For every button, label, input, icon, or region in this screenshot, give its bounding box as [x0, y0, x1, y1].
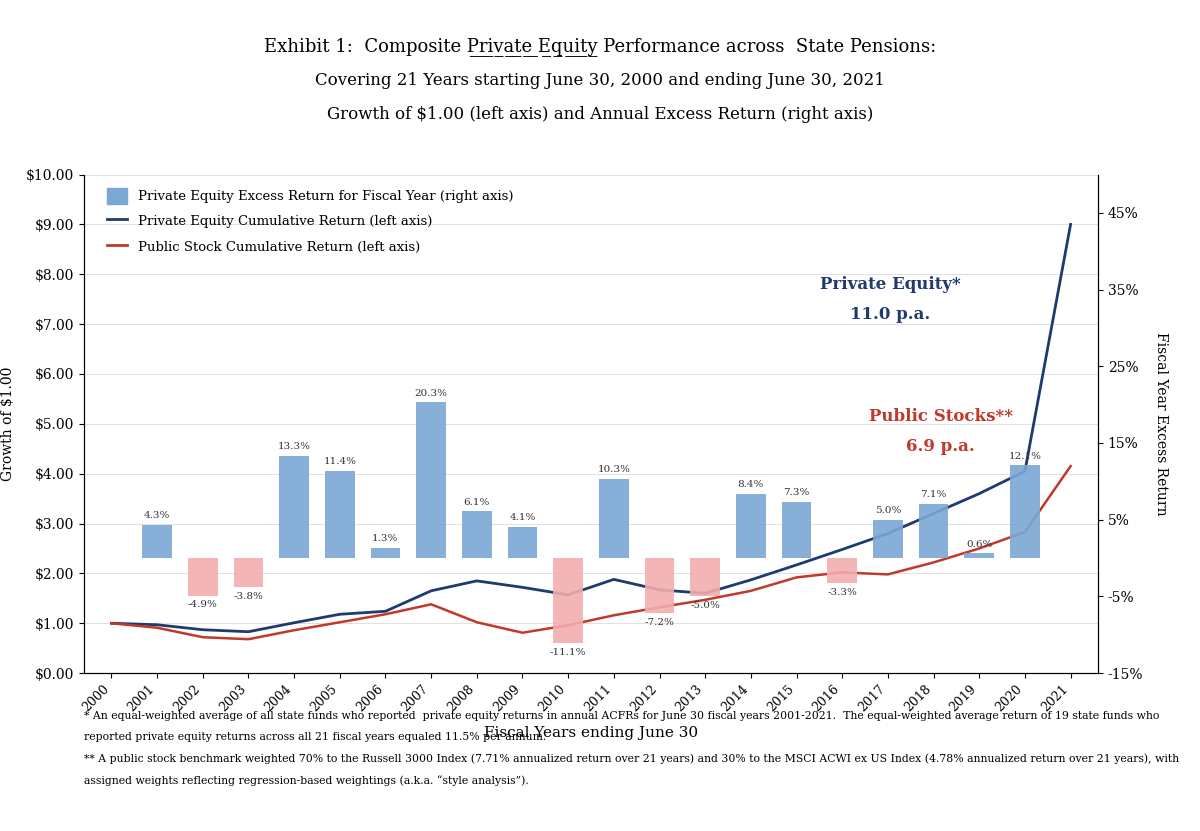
Text: Growth of $1.00 (left axis) and Annual Excess Return (right axis): Growth of $1.00 (left axis) and Annual E… [326, 106, 874, 122]
Text: 7.1%: 7.1% [920, 490, 947, 499]
X-axis label: Fiscal Years ending June 30: Fiscal Years ending June 30 [484, 725, 698, 740]
Text: reported private equity returns across all 21 fiscal years equaled 11.5% per ann: reported private equity returns across a… [84, 732, 546, 742]
Text: 10.3%: 10.3% [598, 465, 630, 475]
Bar [1010, 465, 1039, 558]
Bar [234, 558, 263, 588]
Text: 13.3%: 13.3% [277, 442, 311, 451]
Text: 12.1%: 12.1% [1008, 451, 1042, 460]
Text: 0.6%: 0.6% [966, 540, 992, 548]
Text: -11.1%: -11.1% [550, 648, 587, 656]
Y-axis label: Growth of $1.00: Growth of $1.00 [1, 366, 14, 481]
Text: 6.1%: 6.1% [463, 498, 490, 507]
Bar [325, 470, 355, 558]
Bar [919, 504, 948, 558]
Text: Exhibit 1:  Composite P̲r̲i̲v̲a̲t̲e̲ ̲E̲q̲u̲i̲t̲y̲ Performance across  State Pen: Exhibit 1: Composite P̲r̲i̲v̲a̲t̲e̲ ̲E̲q… [264, 37, 936, 57]
Text: 4.3%: 4.3% [144, 511, 170, 520]
Bar [508, 527, 538, 558]
Bar [416, 402, 446, 558]
Text: -3.8%: -3.8% [234, 592, 263, 601]
Bar [644, 558, 674, 613]
Text: 11.4%: 11.4% [323, 457, 356, 466]
Text: Private Equity*: Private Equity* [820, 276, 960, 293]
Bar [736, 494, 766, 558]
Text: 1.3%: 1.3% [372, 534, 398, 543]
Text: -3.3%: -3.3% [827, 588, 857, 597]
Bar [462, 511, 492, 558]
Bar [280, 456, 308, 558]
Text: 11.0 p.a.: 11.0 p.a. [850, 306, 930, 323]
Text: 6.9 p.a.: 6.9 p.a. [906, 438, 976, 455]
Bar [188, 558, 217, 596]
Text: 8.4%: 8.4% [738, 480, 764, 489]
Bar [553, 558, 583, 643]
Bar [874, 519, 902, 558]
Bar [143, 525, 172, 558]
Bar [781, 502, 811, 558]
Bar [690, 558, 720, 597]
Text: 5.0%: 5.0% [875, 506, 901, 515]
Text: -5.0%: -5.0% [690, 601, 720, 610]
Text: -4.9%: -4.9% [188, 600, 217, 609]
Text: Covering 21 Years starting June 30, 2000 and ending June 30, 2021: Covering 21 Years starting June 30, 2000… [316, 72, 884, 89]
Bar [371, 548, 401, 558]
Bar [827, 558, 857, 583]
Text: -7.2%: -7.2% [644, 618, 674, 627]
Text: Public Stocks**: Public Stocks** [869, 408, 1013, 425]
Legend: Private Equity Excess Return for Fiscal Year (right axis), Private Equity Cumula: Private Equity Excess Return for Fiscal … [101, 181, 520, 261]
Text: 7.3%: 7.3% [784, 489, 810, 498]
Y-axis label: Fiscal Year Excess Return: Fiscal Year Excess Return [1154, 332, 1169, 515]
Text: ** A public stock benchmark weighted 70% to the Russell 3000 Index (7.71% annual: ** A public stock benchmark weighted 70%… [84, 754, 1180, 765]
Text: assigned weights reflecting regression-based weightings (a.k.a. “style analysis”: assigned weights reflecting regression-b… [84, 775, 529, 786]
Bar [965, 553, 994, 558]
Text: 4.1%: 4.1% [509, 513, 535, 522]
Text: 20.3%: 20.3% [415, 389, 448, 398]
Text: * An equal-weighted average of all state funds who reported  private equity retu: * An equal-weighted average of all state… [84, 711, 1159, 720]
Bar [599, 479, 629, 558]
